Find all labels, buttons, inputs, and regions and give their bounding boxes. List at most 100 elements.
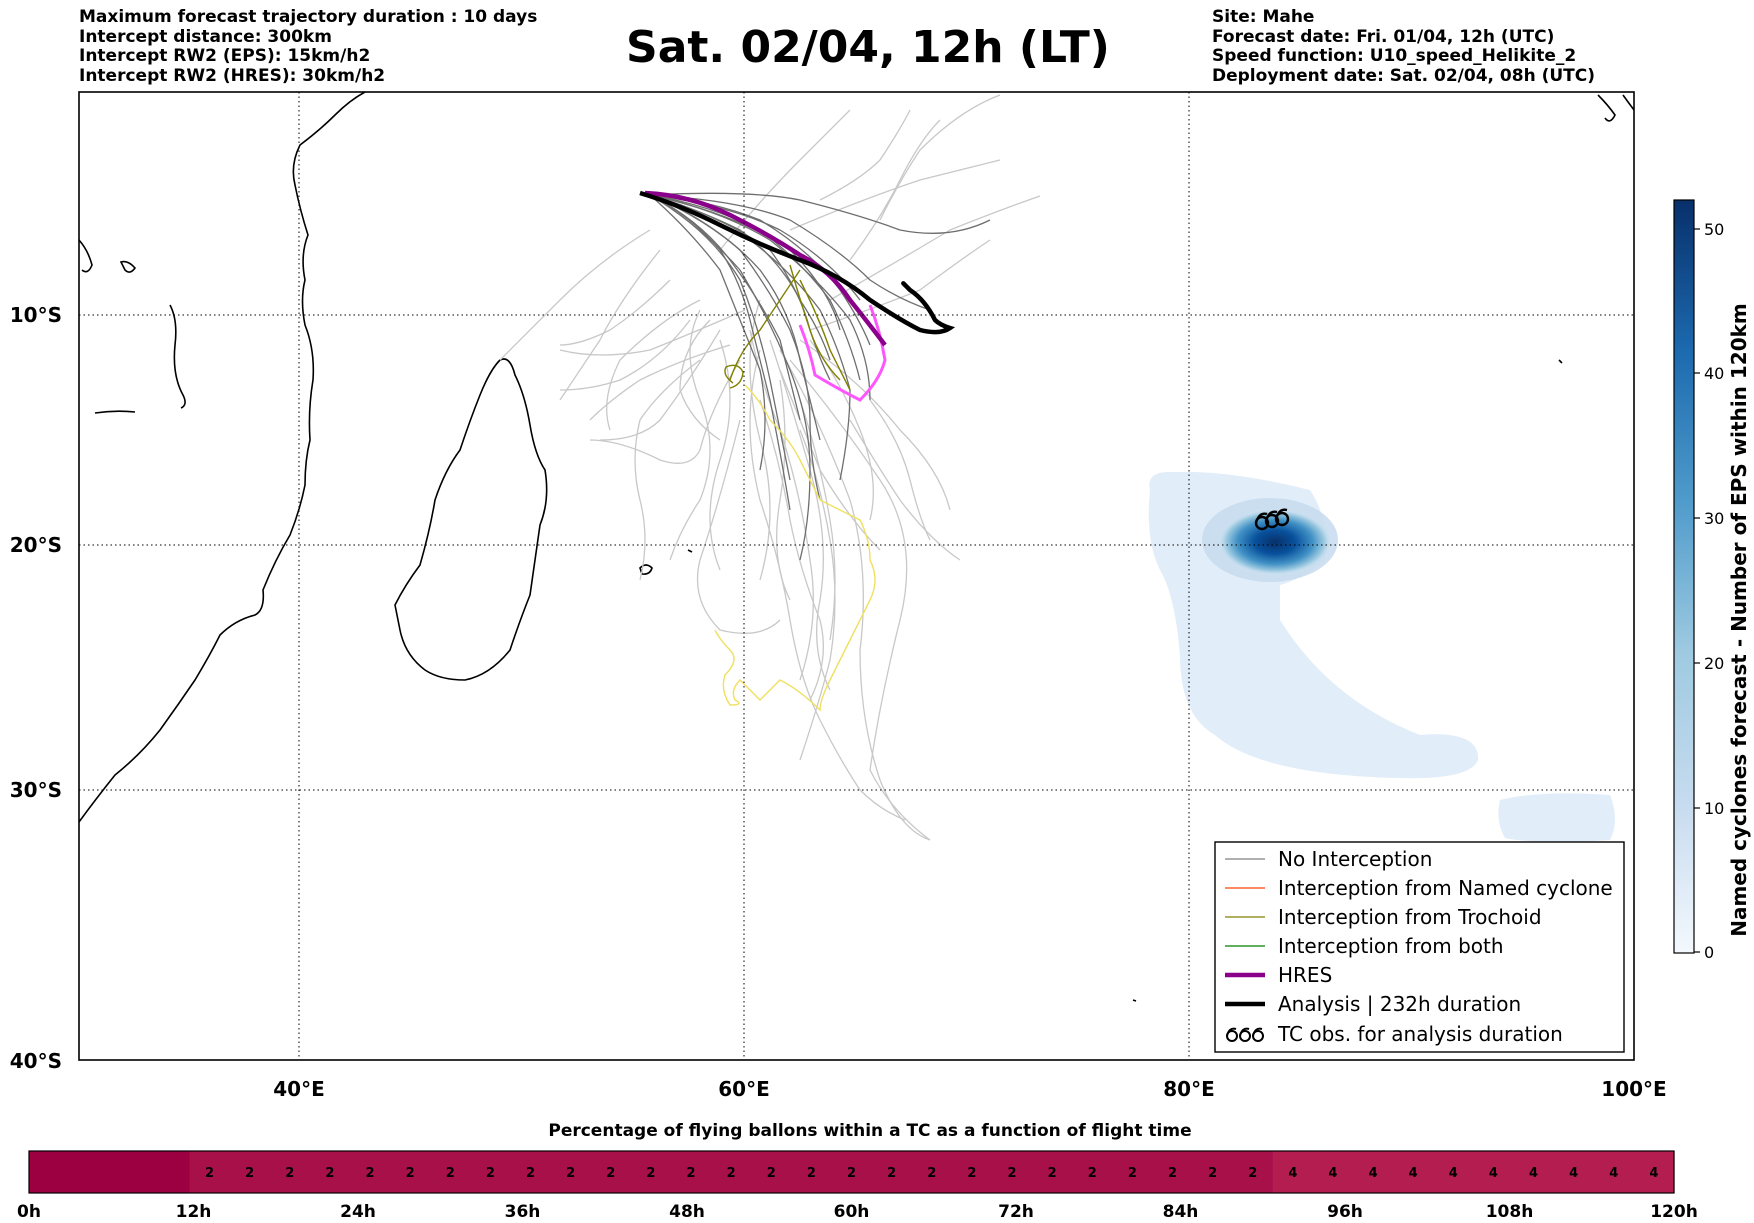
strip-cell — [1553, 1151, 1595, 1193]
header-left: Maximum forecast trajectory duration : 1… — [79, 7, 538, 86]
strip-cell — [1192, 1151, 1234, 1193]
strip-time-label: 120h — [1650, 1202, 1698, 1222]
colorbar-tick-20: 20 — [1704, 654, 1724, 673]
legend-label-tc-obs: TC obs. for analysis duration — [1277, 1022, 1563, 1046]
strip-cell — [791, 1151, 833, 1193]
strip-cell — [149, 1151, 191, 1193]
strip-time-label: 12h — [176, 1202, 212, 1222]
strip-cell-value: 2 — [1048, 1166, 1057, 1181]
strip-cell — [510, 1151, 552, 1193]
strip-cell-value: 2 — [887, 1166, 896, 1181]
strip-cell-value: 4 — [1449, 1166, 1458, 1181]
strip-cell — [430, 1151, 471, 1193]
strip-time-label: 96h — [1327, 1202, 1363, 1222]
strip-cell-value: 2 — [927, 1166, 936, 1181]
lon-label-40e: 40°E — [273, 1077, 325, 1101]
strip-cell — [711, 1151, 752, 1193]
strip-cell-value: 4 — [1409, 1166, 1418, 1181]
legend-label-hres: HRES — [1278, 963, 1332, 987]
colorbar-title: Named cyclones forecast - Number of EPS … — [1727, 303, 1751, 937]
legend-label-named-cyclone: Interception from Named cyclone — [1278, 876, 1613, 900]
strip-time-label: 0h — [17, 1202, 41, 1222]
latitude-labels: 10°S 20°S 30°S 40°S — [10, 303, 62, 1073]
strip-cell — [69, 1151, 110, 1193]
strip-cell — [29, 1151, 70, 1193]
longitude-labels: 40°E 60°E 80°E 100°E — [273, 1077, 1666, 1101]
light-ensemble-tracks — [499, 94, 1041, 841]
legend-label-both: Interception from both — [1278, 934, 1504, 958]
map-content — [79, 92, 1634, 1060]
legend-swatch-tc-obs-icon — [1226, 1027, 1264, 1042]
strip-cell — [751, 1151, 792, 1193]
map-frame — [78, 91, 1635, 1061]
strip-cell-value: 4 — [1288, 1166, 1297, 1181]
colorbar-tick-10: 10 — [1704, 799, 1724, 818]
strip-cell-value: 2 — [646, 1166, 655, 1181]
strip-cell — [871, 1151, 913, 1193]
flight-time-strip: 2 2 2 2 2 2 2 2 2 2 2 2 2 2 2 2 2 2 2 2 2 2 2 2 2 2 2 4 4 4 4 4 4 4 4 4 4 — [29, 1151, 1675, 1193]
strip-cell — [1272, 1151, 1314, 1193]
strip-cell-value: 2 — [1088, 1166, 1097, 1181]
strip-cell — [1032, 1151, 1073, 1193]
strip-cell — [1232, 1151, 1274, 1193]
lon-label-80e: 80°E — [1163, 1077, 1215, 1101]
strip-time-label: 60h — [834, 1202, 870, 1222]
strip-cell — [349, 1151, 391, 1193]
strip-cell — [269, 1151, 311, 1193]
header-speed-function: Speed function: U10_speed_Helikite_2 — [1212, 46, 1577, 66]
strip-cell — [670, 1151, 712, 1193]
strip-frame — [28, 1150, 1675, 1194]
coastlines — [79, 92, 1634, 1002]
strip-title: Percentage of flying ballons within a TC… — [548, 1121, 1191, 1141]
strip-cell-value: 2 — [325, 1166, 334, 1181]
strip-cell — [1433, 1151, 1474, 1193]
hres-track — [644, 190, 887, 347]
strip-cell-value: 4 — [1328, 1166, 1337, 1181]
strip-cell-value: 2 — [1208, 1166, 1217, 1181]
strip-cell-value: 2 — [245, 1166, 254, 1181]
strip-cell-value: 2 — [767, 1166, 776, 1181]
strip-cell — [390, 1151, 431, 1193]
header-trajectory-duration: Maximum forecast trajectory duration : 1… — [79, 7, 538, 27]
header-intercept-hres: Intercept RW2 (HRES): 30km/h2 — [79, 65, 386, 86]
strip-time-label: 84h — [1163, 1202, 1199, 1222]
strip-cell — [831, 1151, 873, 1193]
strip-cell-value: 4 — [1369, 1166, 1378, 1181]
analysis-track — [639, 190, 956, 335]
yellow-trajectory — [714, 384, 876, 712]
trochoid-interception-tracks — [724, 264, 851, 391]
strip-cell-value: 4 — [1489, 1166, 1498, 1181]
lat-label-20s: 20°S — [10, 533, 62, 557]
strip-cell-value: 2 — [205, 1166, 214, 1181]
strip-cell — [1312, 1151, 1354, 1193]
header-site: Site: Mahe — [1212, 7, 1315, 27]
strip-cell — [1473, 1151, 1515, 1193]
strip-cell-value: 2 — [366, 1166, 375, 1181]
strip-cell — [1633, 1151, 1675, 1193]
strip-cell-value: 2 — [807, 1166, 816, 1181]
strip-cell — [590, 1151, 632, 1193]
lat-label-30s: 30°S — [10, 778, 62, 802]
strip-cell-value: 2 — [847, 1166, 856, 1181]
header-forecast-date: Forecast date: Fri. 01/04, 12h (UTC) — [1212, 26, 1555, 47]
lat-label-40s: 40°S — [10, 1049, 62, 1073]
strip-cell-value: 2 — [727, 1166, 736, 1181]
strip-cell-value: 2 — [1128, 1166, 1137, 1181]
strip-cell-value: 2 — [406, 1166, 415, 1181]
legend-label-no-interception: No Interception — [1278, 847, 1432, 871]
strip-cell — [550, 1151, 592, 1193]
strip-cell — [911, 1151, 953, 1193]
strip-cell-value: 2 — [1168, 1166, 1177, 1181]
legend: No Interception Interception from Named … — [1214, 841, 1625, 1053]
strip-cell-value: 2 — [967, 1166, 976, 1181]
header-intercept-distance: Intercept distance: 300km — [79, 26, 332, 47]
strip-cell-value: 2 — [486, 1166, 495, 1181]
strip-cell-value: 2 — [606, 1166, 615, 1181]
gridlines — [79, 92, 1634, 1060]
strip-cell — [189, 1151, 231, 1193]
header-intercept-eps: Intercept RW2 (EPS): 15km/h2 — [79, 46, 371, 66]
lon-label-60e: 60°E — [718, 1077, 770, 1101]
header-deployment-date: Deployment date: Sat. 02/04, 08h (UTC) — [1212, 65, 1596, 86]
strip-cell — [1513, 1151, 1555, 1193]
